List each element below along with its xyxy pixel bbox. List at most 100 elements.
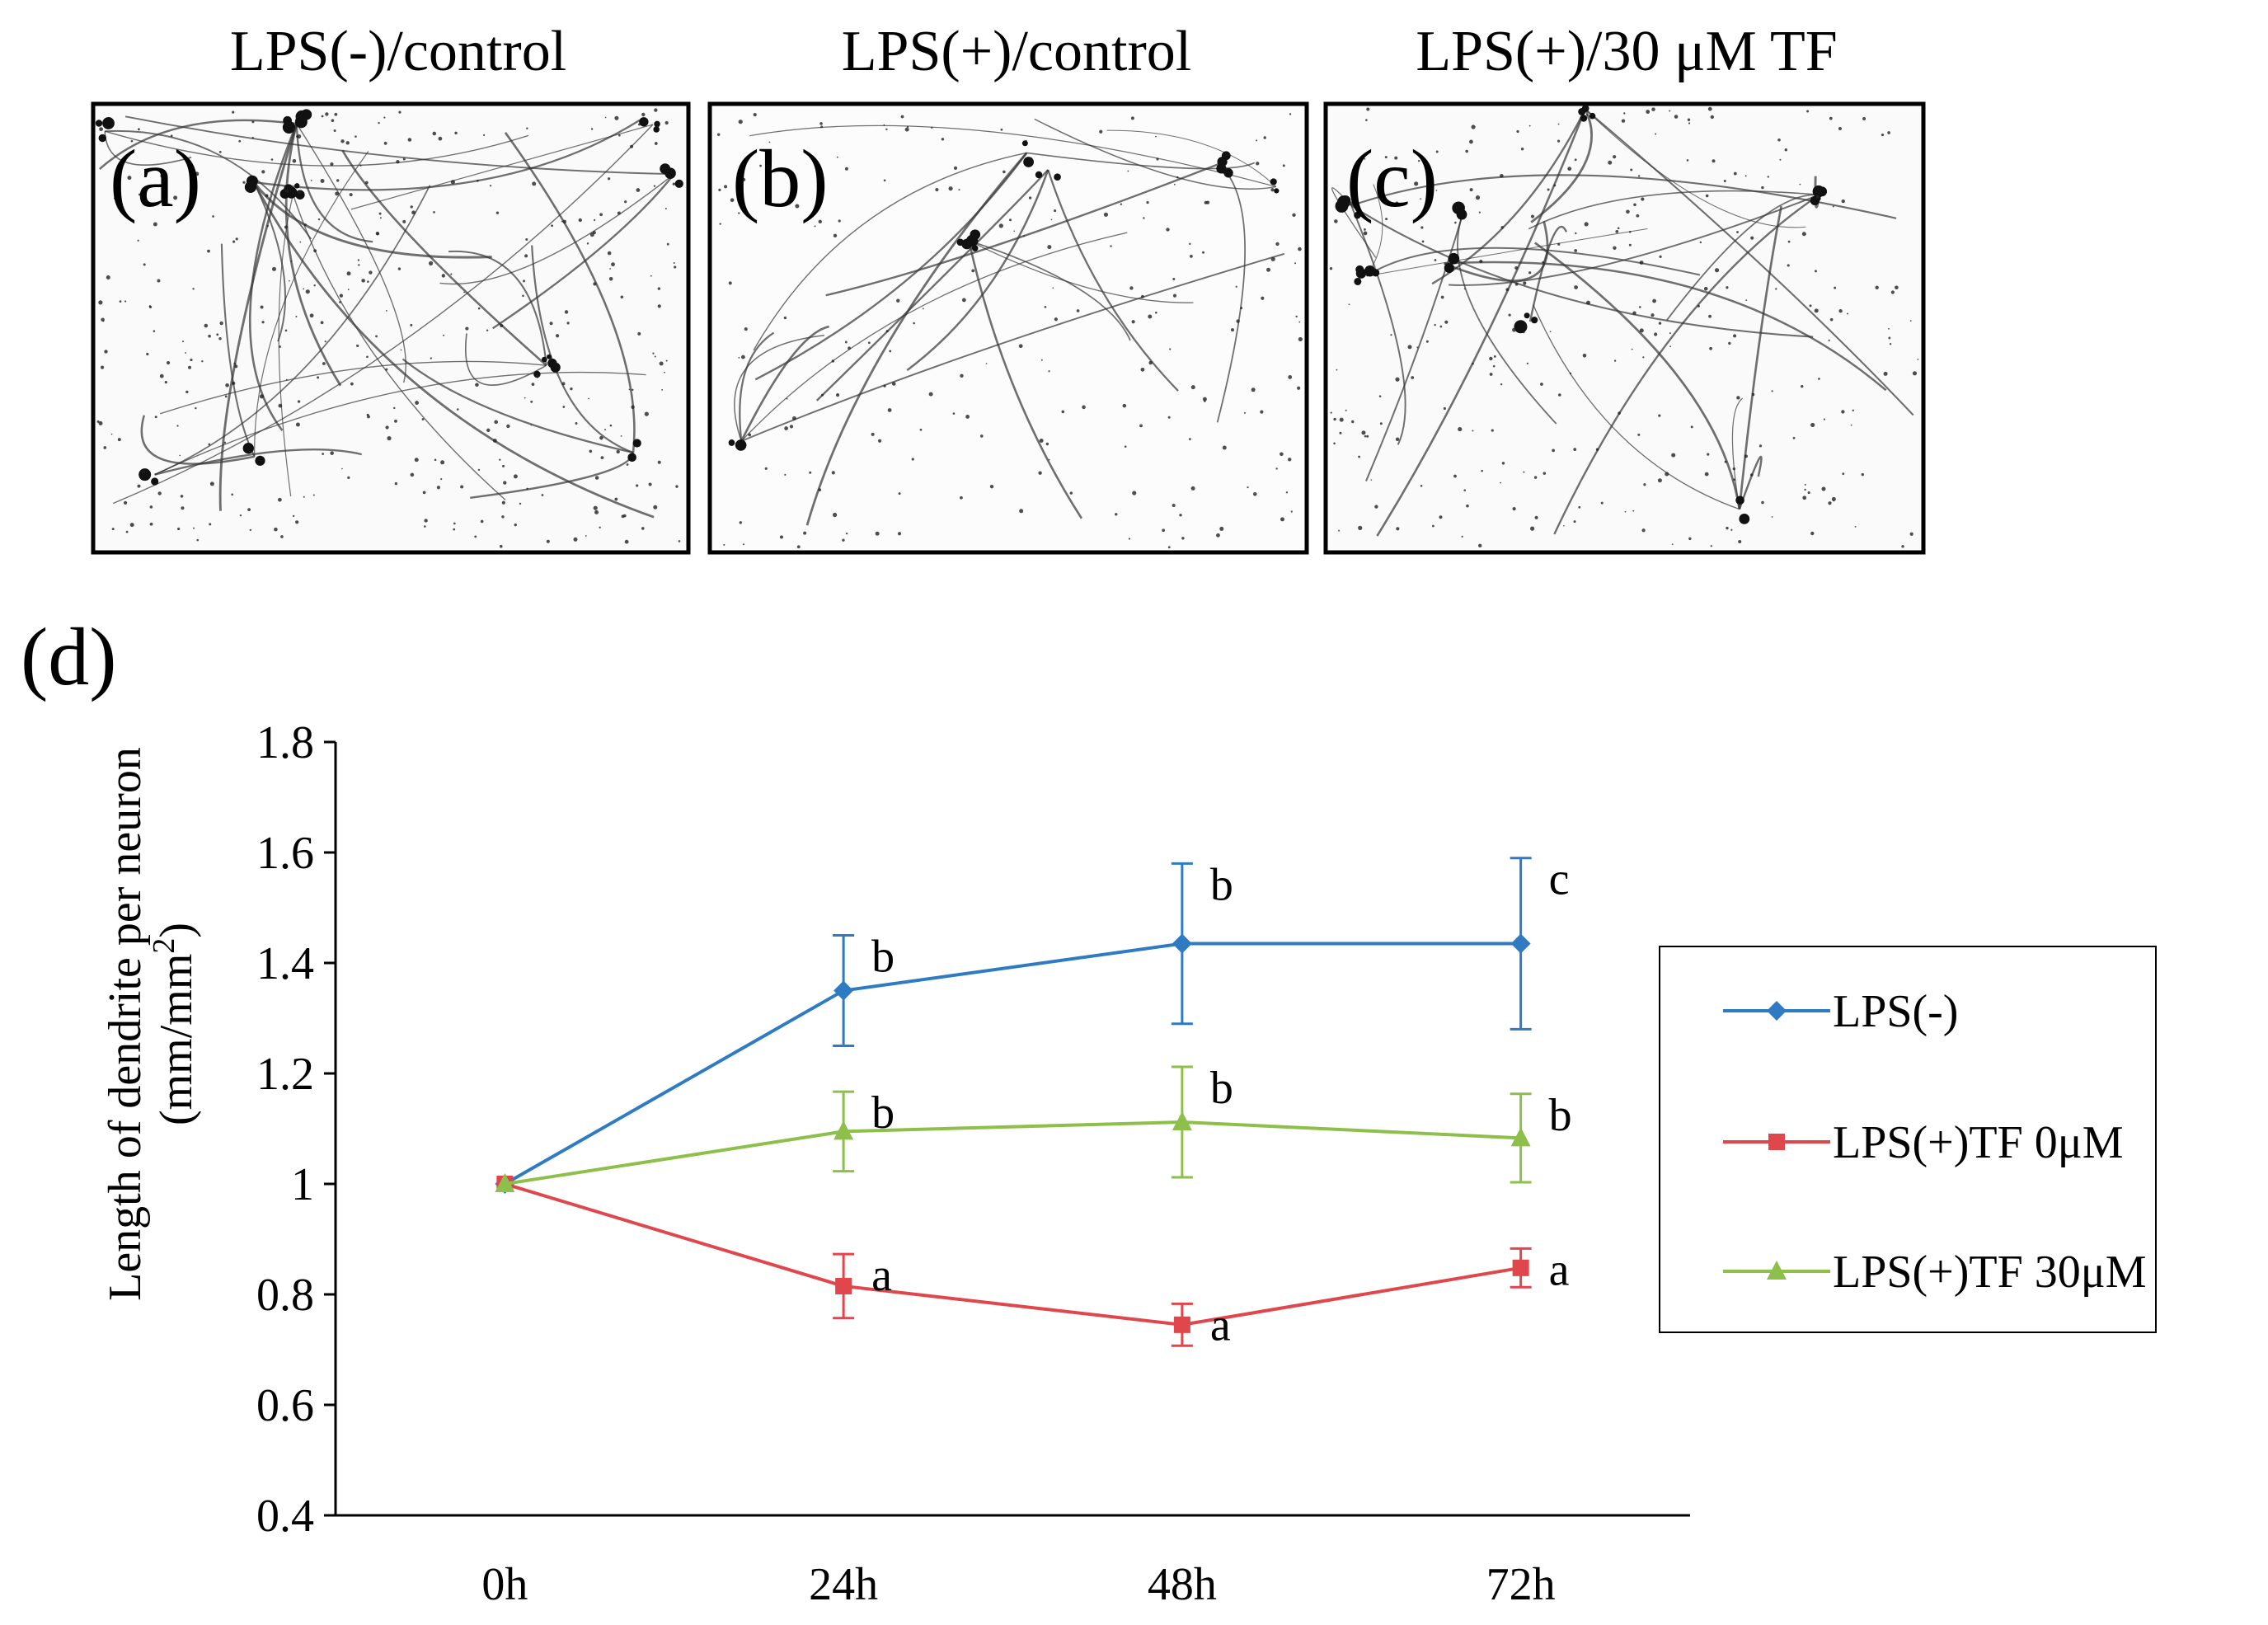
speck bbox=[350, 382, 354, 386]
neurite-fiber bbox=[1666, 194, 1820, 321]
speck bbox=[1578, 505, 1581, 509]
speck bbox=[673, 261, 675, 264]
neurite-fiber bbox=[1585, 109, 1806, 228]
speck bbox=[224, 395, 228, 398]
speck bbox=[1292, 213, 1296, 218]
speck bbox=[952, 412, 956, 415]
speck bbox=[1028, 196, 1032, 200]
speck bbox=[657, 287, 661, 290]
speck bbox=[1131, 320, 1135, 324]
speck bbox=[1358, 455, 1360, 458]
neurite-fiber bbox=[1350, 204, 1814, 338]
speck bbox=[303, 288, 305, 290]
speck bbox=[1492, 364, 1496, 368]
speck bbox=[157, 279, 161, 283]
speck bbox=[764, 467, 768, 470]
speck bbox=[1025, 139, 1027, 143]
speck bbox=[1842, 472, 1845, 476]
speck bbox=[1574, 285, 1578, 289]
speck bbox=[1749, 473, 1754, 477]
speck bbox=[1838, 127, 1842, 131]
speck bbox=[1686, 159, 1689, 162]
neurite-fiber bbox=[1026, 152, 1256, 170]
speck bbox=[594, 476, 599, 480]
speck bbox=[599, 435, 603, 440]
speck bbox=[1888, 327, 1890, 330]
y-axis-unit-main: (mm/mm bbox=[151, 954, 202, 1125]
neurite-fiber bbox=[465, 333, 547, 386]
speck bbox=[1378, 395, 1382, 397]
speck bbox=[1219, 526, 1224, 531]
neurite-fibers bbox=[99, 115, 675, 519]
speck bbox=[809, 471, 812, 474]
speck bbox=[1707, 106, 1712, 111]
cell-body bbox=[1531, 317, 1538, 324]
speck bbox=[130, 139, 134, 143]
speck bbox=[1669, 332, 1671, 335]
cell-bodies bbox=[728, 140, 1280, 451]
speck bbox=[486, 329, 489, 331]
speck bbox=[1815, 195, 1820, 199]
speck bbox=[1669, 110, 1671, 112]
speck bbox=[1821, 486, 1826, 491]
speck bbox=[361, 279, 365, 283]
speck bbox=[1338, 529, 1341, 532]
speck bbox=[251, 120, 255, 124]
speck bbox=[831, 359, 835, 363]
speck bbox=[653, 505, 658, 510]
neurite-fiber bbox=[105, 130, 529, 167]
speck bbox=[100, 365, 105, 369]
speck bbox=[397, 267, 401, 270]
speck bbox=[522, 294, 524, 298]
legend-entry-1: LPS(-) bbox=[1723, 986, 1958, 1037]
speck bbox=[654, 355, 656, 358]
cell-body bbox=[1054, 173, 1061, 181]
speck bbox=[1657, 478, 1662, 483]
speck bbox=[1167, 416, 1171, 419]
neurite-fiber bbox=[749, 124, 1276, 188]
speck bbox=[922, 308, 924, 310]
neurite-fiber bbox=[154, 449, 363, 476]
cell-body bbox=[1223, 168, 1233, 178]
speck bbox=[1654, 332, 1658, 336]
speck bbox=[295, 422, 300, 427]
speck bbox=[387, 436, 392, 441]
speck bbox=[385, 368, 388, 371]
speck bbox=[313, 284, 316, 287]
speck bbox=[562, 406, 566, 408]
speck bbox=[555, 334, 560, 338]
cell-body bbox=[1335, 200, 1349, 213]
speck bbox=[453, 522, 456, 525]
speck bbox=[336, 179, 340, 182]
cell-body bbox=[639, 117, 649, 127]
speck bbox=[1584, 222, 1589, 227]
speck bbox=[741, 177, 746, 182]
speck bbox=[1801, 232, 1806, 237]
speck bbox=[1547, 188, 1550, 191]
speck bbox=[1708, 314, 1712, 318]
speck bbox=[231, 493, 233, 496]
speck bbox=[784, 473, 787, 476]
speck bbox=[474, 535, 477, 538]
speck bbox=[1736, 231, 1739, 233]
speck bbox=[1809, 304, 1812, 308]
speck bbox=[1573, 448, 1577, 451]
speck bbox=[1799, 183, 1801, 186]
significance-label: b bbox=[1210, 1063, 1233, 1114]
speck bbox=[143, 470, 146, 473]
speck bbox=[292, 514, 295, 518]
neurite-fiber bbox=[124, 115, 674, 176]
series-1: b b c bbox=[495, 854, 1569, 1194]
cell-body bbox=[1355, 265, 1364, 275]
speck bbox=[611, 262, 615, 267]
legend-marker bbox=[1767, 1001, 1787, 1021]
speck bbox=[410, 323, 413, 326]
speck bbox=[1364, 434, 1367, 438]
speck bbox=[1723, 180, 1726, 183]
speck bbox=[1804, 483, 1806, 486]
panel-letter-a: (a) bbox=[110, 133, 201, 224]
cell-body bbox=[1354, 277, 1362, 285]
speck bbox=[1665, 472, 1669, 477]
speck bbox=[768, 141, 771, 143]
speck bbox=[1628, 243, 1632, 247]
